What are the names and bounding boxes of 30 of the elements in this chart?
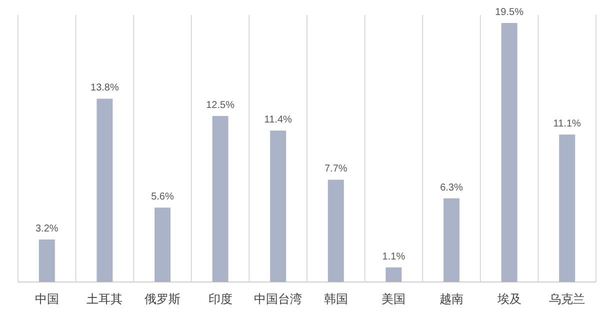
x-tick-label: 埃及: [496, 292, 522, 306]
bar: [386, 267, 402, 282]
x-tick-label: 俄罗斯: [144, 292, 180, 306]
bar: [96, 98, 113, 282]
x-tick-label: 韩国: [324, 292, 348, 306]
data-label: 11.4%: [264, 114, 292, 126]
bar: [270, 130, 286, 282]
bar: [154, 208, 170, 282]
data-label: 7.7%: [324, 164, 348, 175]
x-tick-label: 越南: [440, 292, 464, 306]
bar: [501, 23, 518, 282]
x-tick-label: 乌克兰: [549, 292, 586, 306]
data-label: 19.5%: [495, 7, 524, 18]
x-tick-label: 中国: [34, 292, 59, 306]
data-label: 12.5%: [206, 100, 235, 111]
data-label: 1.1%: [382, 251, 406, 262]
bar: [38, 239, 55, 282]
x-tick-label: 美国: [382, 292, 406, 306]
x-tick-label: 土耳其: [86, 292, 123, 306]
data-label: 13.8%: [90, 82, 119, 94]
x-tick-label: 中国台湾: [254, 292, 302, 306]
data-label: 5.6%: [151, 192, 174, 203]
bar: [328, 180, 344, 282]
bar: [559, 134, 576, 282]
data-label: 3.2%: [36, 223, 58, 234]
bar: [444, 198, 460, 282]
data-label: 6.3%: [440, 182, 464, 194]
x-tick-label: 印度: [208, 292, 232, 306]
bar: [212, 116, 228, 282]
data-label: 11.1%: [553, 118, 582, 130]
